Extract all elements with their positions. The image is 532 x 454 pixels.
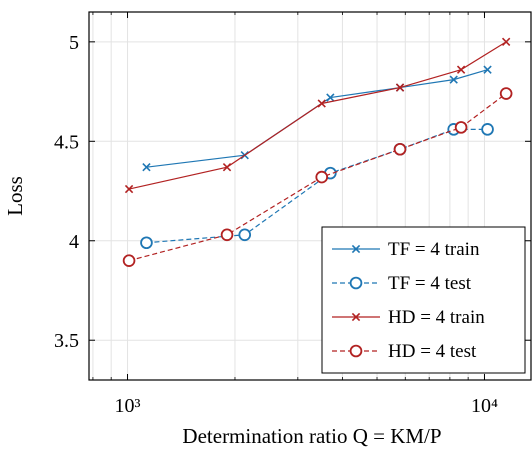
legend-label: TF = 4 test [388, 273, 472, 294]
data-point [222, 162, 232, 172]
data-point [220, 228, 234, 242]
data-point [449, 75, 458, 84]
legend: TF = 4 train TF = 4 test HD = 4 train HD = … [321, 226, 526, 374]
data-point [454, 121, 468, 134]
y-tick-label: 4.5 [54, 131, 79, 153]
series-3 [122, 87, 513, 267]
legend-marker [349, 344, 363, 358]
data-point [140, 236, 153, 250]
series-line [146, 69, 488, 168]
series-layer [122, 37, 513, 267]
y-tick-label: 5 [69, 32, 79, 54]
series-line [128, 93, 507, 262]
legend-marker [351, 244, 361, 254]
y-tick-label: 3.5 [54, 330, 79, 352]
x-axis-label: Determination ratio Q = KM/P [182, 424, 441, 448]
data-point [238, 228, 252, 242]
legend-item: HD = 4 test [332, 341, 477, 362]
legend-label: TF = 4 train [388, 239, 480, 260]
data-point [395, 83, 405, 92]
data-point [456, 65, 466, 74]
legend-item: TF = 4 test [332, 273, 472, 294]
data-point [326, 93, 335, 102]
legend-item: HD = 4 train [332, 307, 485, 328]
legend-marker [351, 312, 361, 322]
x-tick-label: 10³ [115, 395, 141, 417]
legend-item: TF = 4 train [332, 239, 480, 260]
data-point [142, 162, 151, 172]
series-line [128, 41, 507, 190]
y-tick-label: 4 [69, 231, 79, 253]
data-point [122, 254, 136, 267]
legend-label: HD = 4 test [388, 341, 477, 362]
data-point [124, 184, 134, 194]
data-point [317, 99, 326, 108]
plot-frame [88, 11, 532, 381]
data-point [315, 170, 329, 184]
ticks: 3.5 4 4.5 5 10³ 10⁴ [54, 12, 531, 417]
legend-label: HD = 4 train [388, 307, 485, 328]
data-point [501, 37, 511, 47]
y-axis-label: Loss [3, 176, 27, 216]
data-point [393, 142, 407, 156]
data-point [499, 87, 513, 100]
data-point [483, 65, 492, 74]
x-tick-label: 10⁴ [471, 395, 498, 417]
series-2 [124, 37, 511, 194]
data-point [481, 123, 494, 136]
legend-marker [349, 276, 363, 290]
series-line [146, 128, 488, 244]
series-0 [142, 65, 492, 172]
